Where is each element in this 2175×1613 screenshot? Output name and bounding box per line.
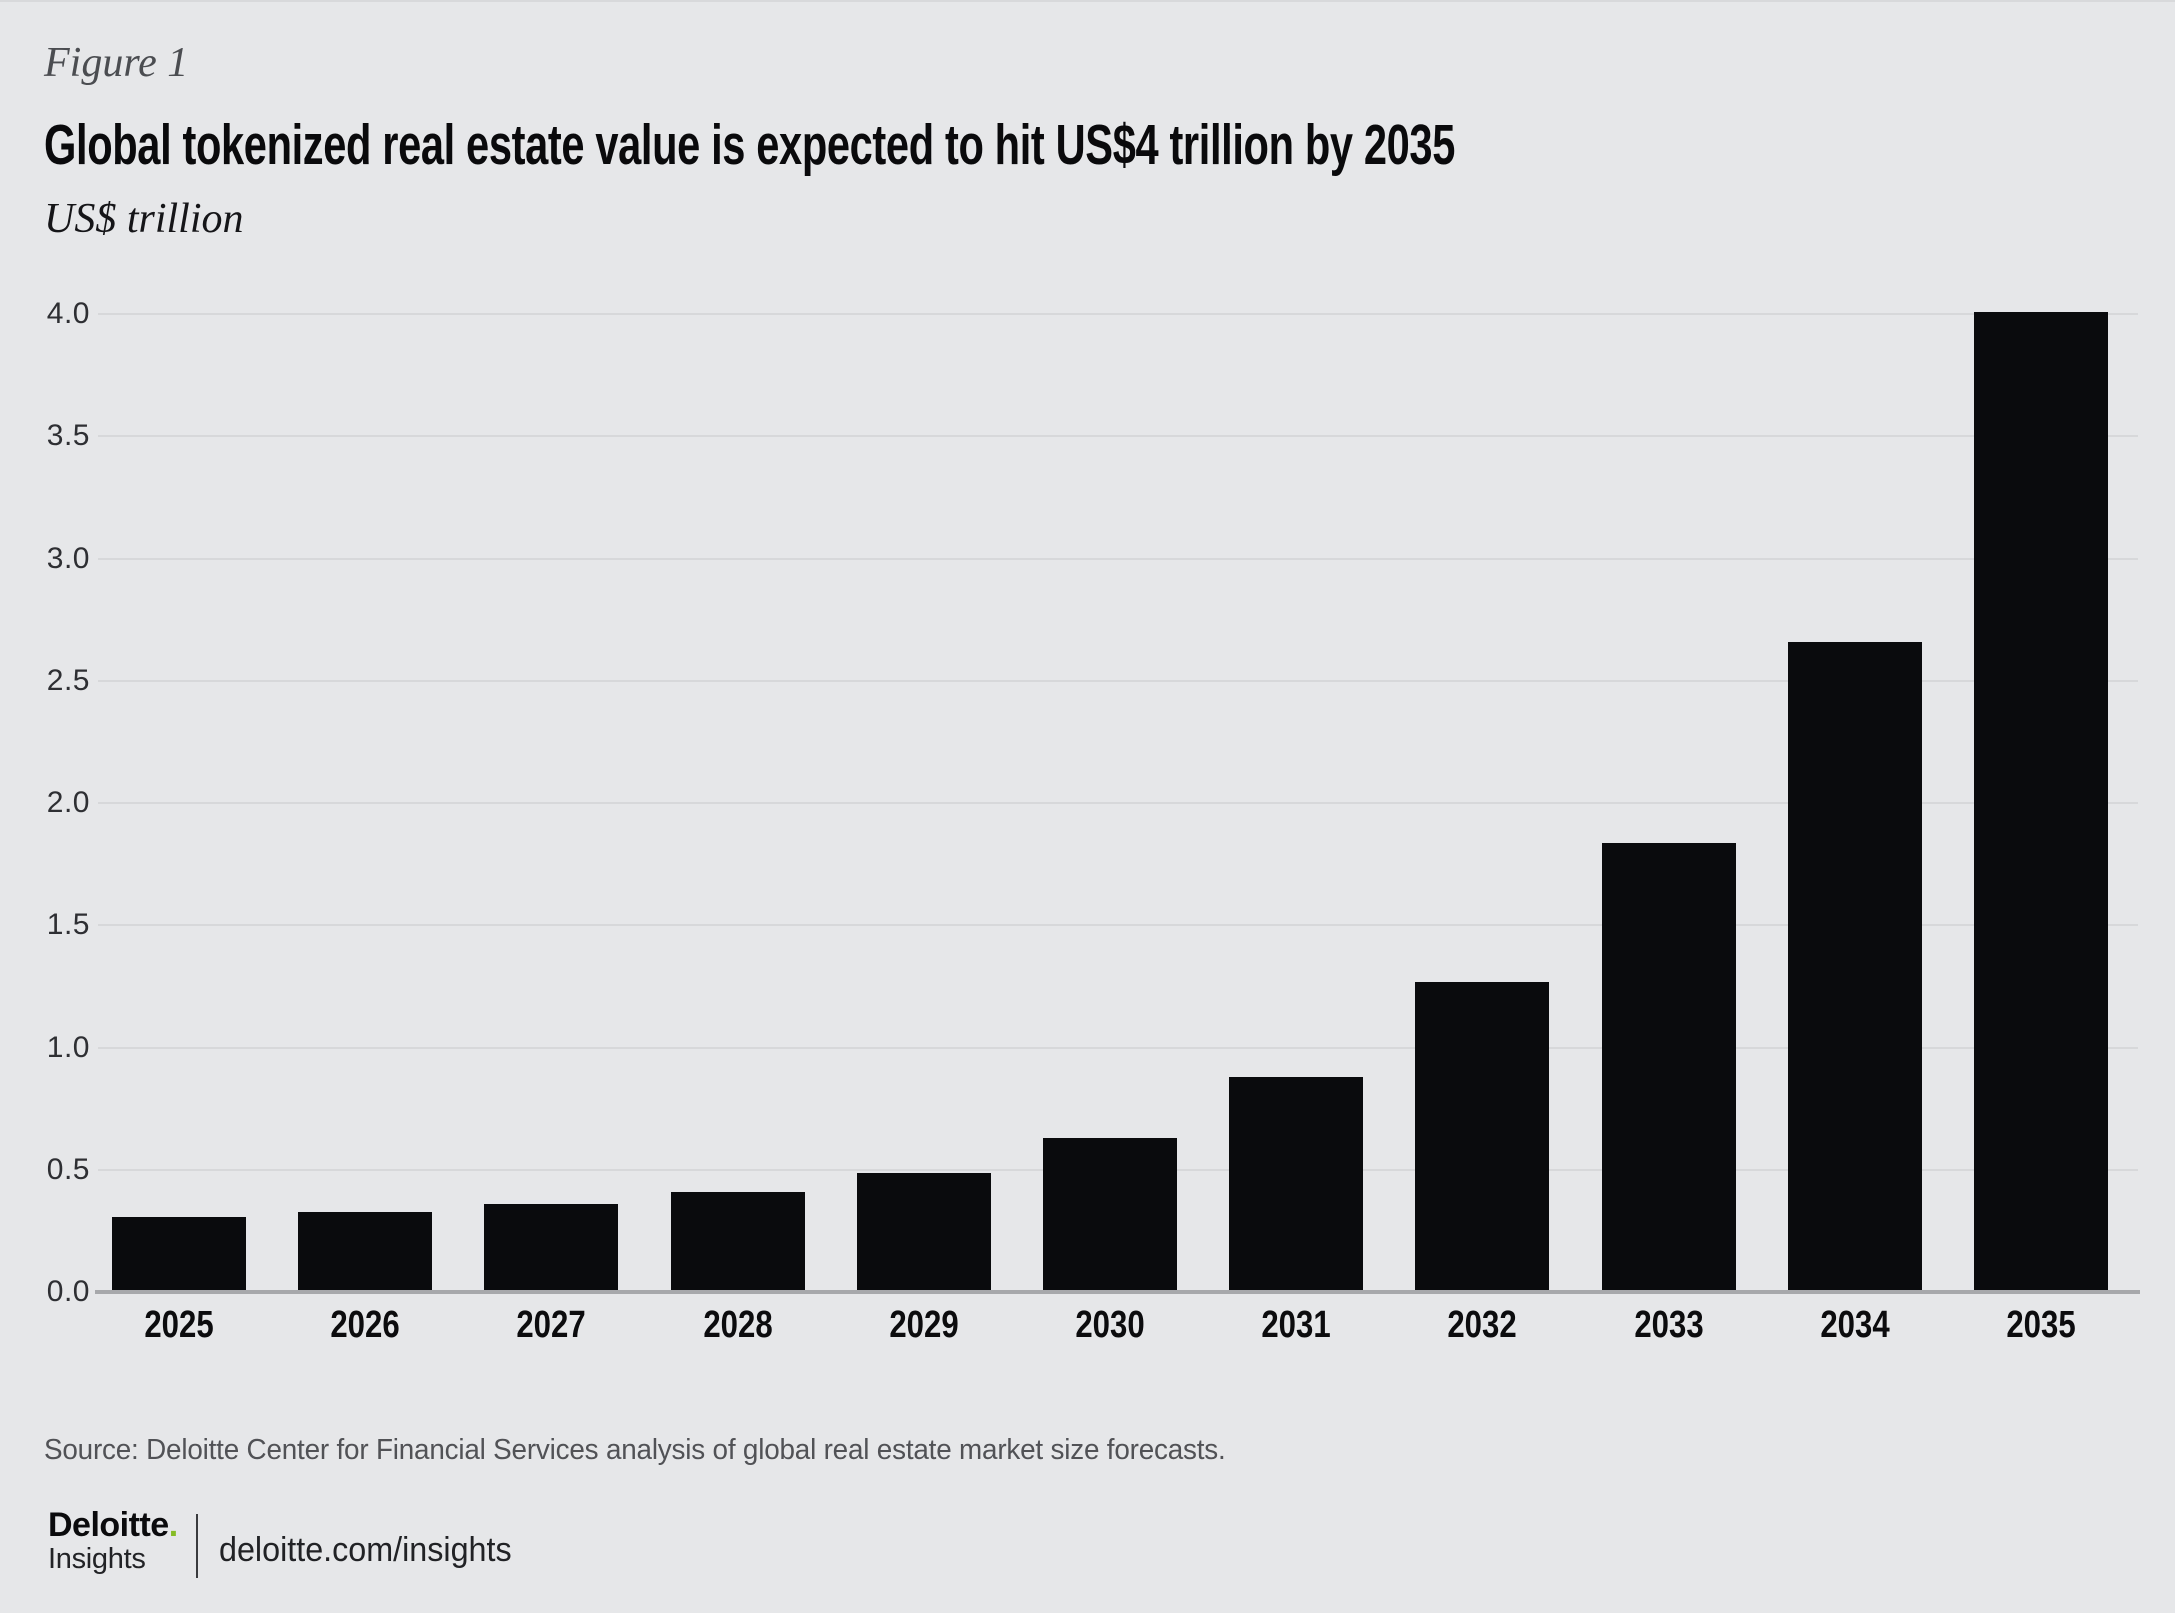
bar-2025 xyxy=(112,1216,246,1290)
gridline xyxy=(98,802,2138,804)
y-tick-label: 4.0 xyxy=(46,297,90,330)
source-note: Source: Deloitte Center for Financial Se… xyxy=(44,1434,1226,1466)
bar-2032 xyxy=(1415,981,1550,1290)
chart-title: Global tokenized real estate value is ex… xyxy=(44,113,1455,177)
x-axis-line xyxy=(95,1290,2140,1294)
gridline xyxy=(98,1046,2138,1049)
y-tick-label: 3.5 xyxy=(46,419,90,453)
logo-url-text: deloitte.com/insights xyxy=(219,1531,512,1569)
bar-2030 xyxy=(1043,1138,1177,1290)
bar-2029 xyxy=(856,1172,991,1290)
bar-2027 xyxy=(484,1204,619,1290)
x-tick-label: 2031 xyxy=(1261,1304,1331,1346)
x-tick-label: 2035 xyxy=(2006,1304,2076,1346)
gridline xyxy=(98,557,2138,560)
bar-2035 xyxy=(1974,312,2108,1290)
logo-brand-text: Deloitte. xyxy=(48,1506,178,1544)
x-tick-label: 2026 xyxy=(330,1304,400,1346)
bar-2034 xyxy=(1787,642,1922,1290)
x-tick-label: 2027 xyxy=(516,1304,587,1346)
x-tick-label: 2028 xyxy=(702,1304,773,1346)
x-tick-label: 2025 xyxy=(144,1304,214,1346)
gridline xyxy=(98,924,2138,927)
y-tick-label: 2.0 xyxy=(46,786,90,819)
y-tick-label: 1.0 xyxy=(46,1030,90,1064)
deloitte-insights-logo: Deloitte. Insights xyxy=(48,1508,178,1574)
bar-2026 xyxy=(298,1211,433,1290)
y-tick-label: 0.5 xyxy=(46,1152,90,1186)
y-tick-label: 0.0 xyxy=(46,1275,90,1308)
y-tick-label: 2.5 xyxy=(46,663,90,697)
logo-divider xyxy=(196,1514,198,1578)
x-tick-label: 2030 xyxy=(1075,1304,1145,1346)
logo-insights-text: Insights xyxy=(48,1543,146,1575)
y-tick-label: 1.5 xyxy=(46,908,90,942)
gridline xyxy=(98,435,2138,438)
x-tick-label: 2034 xyxy=(1820,1304,1890,1346)
x-tick-label: 2033 xyxy=(1633,1304,1704,1346)
y-tick-label: 3.0 xyxy=(46,541,90,575)
x-tick-label: 2029 xyxy=(889,1304,959,1346)
y-axis-unit-label: US$ trillion xyxy=(44,196,244,242)
gridline xyxy=(98,313,2138,315)
bar-2028 xyxy=(670,1192,805,1290)
gridline xyxy=(98,679,2138,682)
logo-green-dot-icon: . xyxy=(168,1506,178,1544)
bar-2033 xyxy=(1601,842,1736,1290)
bar-2031 xyxy=(1229,1077,1364,1290)
x-tick-label: 2032 xyxy=(1447,1304,1518,1346)
figure-number-label: Figure 1 xyxy=(44,40,189,86)
